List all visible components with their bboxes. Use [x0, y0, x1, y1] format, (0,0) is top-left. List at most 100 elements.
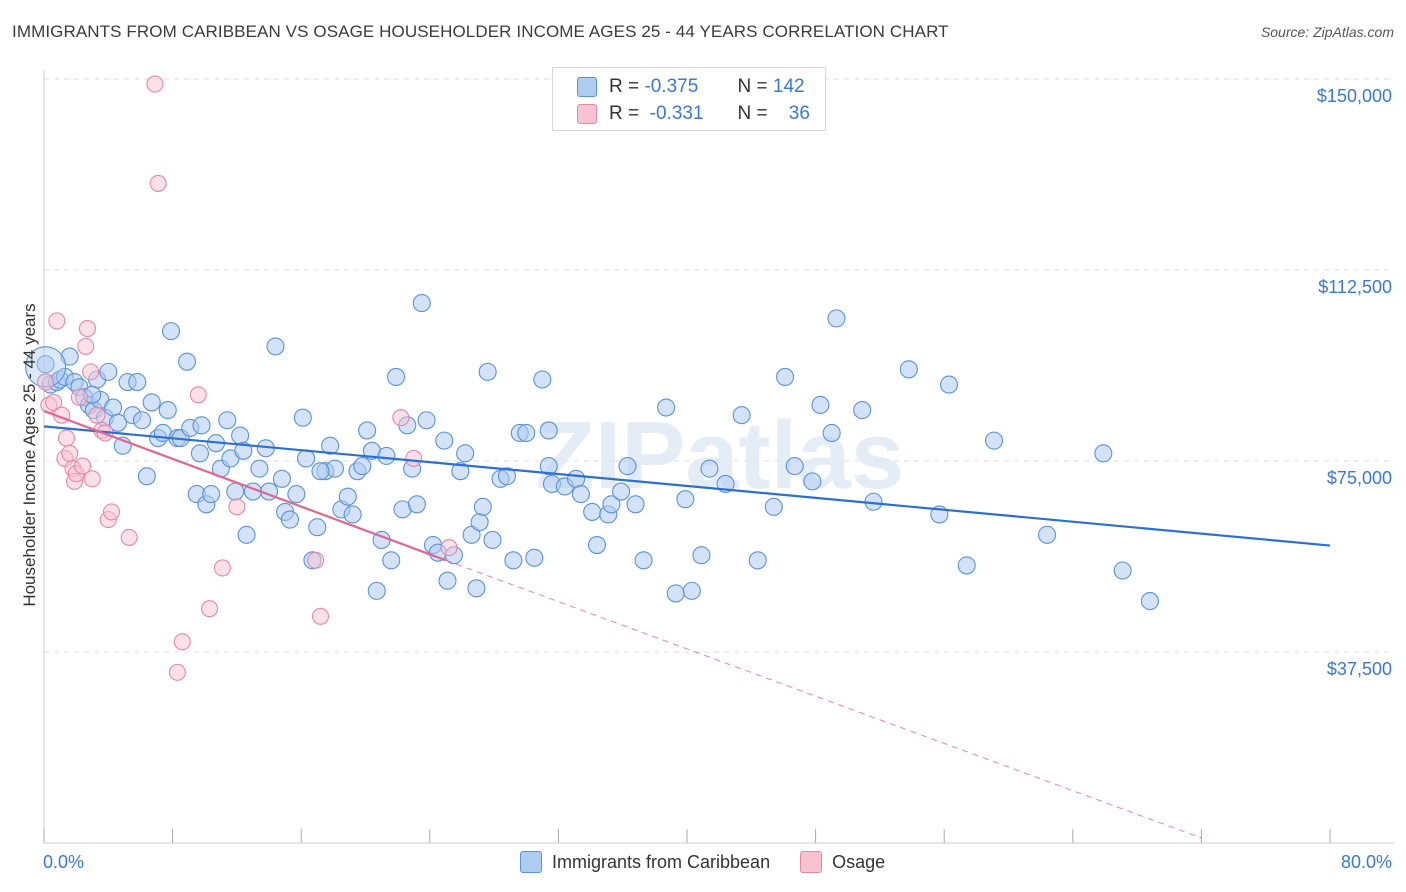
gridlines: [44, 78, 1394, 653]
point-caribbean: [128, 373, 147, 392]
point-osage: [88, 406, 106, 424]
point-caribbean: [602, 495, 621, 514]
point-osage: [45, 393, 63, 411]
legend-n-label: N =: [737, 76, 768, 97]
point-caribbean: [504, 551, 523, 570]
point-caribbean: [462, 525, 481, 544]
point-caribbean: [692, 546, 711, 565]
point-osage: [405, 449, 423, 468]
point-caribbean: [467, 579, 486, 598]
legend-item-osage: Osage: [800, 851, 885, 873]
point-osage: [168, 663, 186, 681]
point-osage: [57, 429, 76, 447]
point-caribbean: [412, 294, 431, 313]
point-osage: [149, 174, 167, 192]
point-osage: [77, 337, 95, 355]
point-caribbean: [382, 551, 401, 570]
point-caribbean: [478, 362, 497, 381]
series-legend: Immigrants from Caribbean Osage: [520, 851, 915, 873]
point-caribbean: [353, 457, 372, 476]
point-caribbean: [417, 411, 436, 430]
point-caribbean: [386, 367, 406, 387]
point-caribbean: [539, 421, 558, 440]
point-caribbean: [899, 360, 918, 379]
point-osage: [189, 386, 207, 404]
legend-row-osage: R = -0.331 N = 36: [577, 101, 810, 127]
point-caribbean: [308, 518, 327, 537]
legend-row-caribbean: R = -0.375 N = 142: [577, 74, 805, 100]
legend-label: Immigrants from Caribbean: [552, 851, 771, 872]
legend-r-label: R =: [609, 76, 640, 97]
trend-line-osage-extension: [445, 559, 1202, 839]
point-caribbean: [161, 322, 181, 341]
legend-r-value: -0.375: [644, 76, 699, 97]
point-caribbean: [343, 505, 362, 524]
point-osage: [48, 312, 66, 330]
point-caribbean: [483, 530, 502, 549]
point-caribbean: [272, 469, 291, 488]
point-caribbean: [202, 485, 221, 504]
chart-title: IMMIGRANTS FROM CARIBBEAN VS OSAGE HOUSE…: [12, 22, 949, 41]
trend-line-osage: [43, 410, 447, 562]
point-caribbean: [785, 457, 804, 476]
point-caribbean: [280, 510, 299, 529]
point-caribbean: [338, 487, 357, 506]
point-caribbean: [435, 431, 454, 450]
point-osage: [83, 470, 101, 488]
point-osage: [213, 559, 231, 577]
point-caribbean: [234, 441, 253, 460]
point-caribbean: [571, 485, 590, 504]
point-osage: [102, 503, 121, 521]
point-caribbean: [626, 495, 645, 514]
legend-swatch-blue: [577, 77, 597, 97]
point-caribbean: [939, 375, 959, 394]
point-caribbean: [367, 581, 386, 600]
point-osage: [173, 633, 191, 651]
point-caribbean: [60, 347, 79, 366]
point-caribbean: [497, 467, 517, 486]
legend-item-caribbean: Immigrants from Caribbean: [520, 851, 770, 873]
point-caribbean: [682, 581, 701, 600]
point-caribbean: [218, 411, 237, 430]
point-caribbean: [266, 337, 285, 356]
point-caribbean: [473, 497, 492, 516]
x-tick-label-left: 0.0%: [43, 852, 85, 872]
y-tick-label: $150,000: [1316, 86, 1392, 106]
point-caribbean: [1140, 592, 1160, 611]
point-caribbean: [612, 482, 631, 501]
axes: [43, 70, 1394, 844]
x-tick-label-right: 80.0%: [1340, 852, 1392, 872]
series-osage-points: [37, 75, 458, 681]
point-osage: [37, 373, 55, 391]
point-osage: [440, 539, 458, 557]
point-caribbean: [237, 525, 256, 544]
point-caribbean: [358, 421, 377, 440]
point-osage: [307, 551, 325, 569]
point-osage: [228, 498, 246, 516]
point-caribbean: [287, 485, 306, 504]
point-caribbean: [104, 398, 123, 417]
legend-label: Osage: [832, 851, 886, 872]
point-caribbean: [811, 395, 830, 415]
point-caribbean: [250, 459, 269, 478]
y-tick-label: $37,500: [1326, 659, 1392, 679]
point-caribbean: [192, 416, 211, 435]
point-caribbean: [190, 444, 209, 463]
point-caribbean: [957, 556, 976, 575]
point-caribbean: [133, 411, 152, 430]
point-caribbean: [803, 472, 822, 491]
point-caribbean: [984, 431, 1004, 450]
point-caribbean: [231, 426, 250, 445]
trend-line-caribbean: [43, 425, 1331, 547]
point-caribbean: [142, 393, 161, 412]
point-osage: [311, 607, 330, 625]
point-caribbean: [533, 370, 552, 389]
point-caribbean: [108, 413, 127, 432]
point-caribbean: [732, 406, 751, 425]
y-tick-label: $75,000: [1326, 468, 1392, 488]
legend-swatch-pink: [577, 104, 597, 124]
point-caribbean: [657, 398, 676, 417]
point-osage: [61, 444, 79, 462]
point-caribbean: [822, 423, 841, 443]
